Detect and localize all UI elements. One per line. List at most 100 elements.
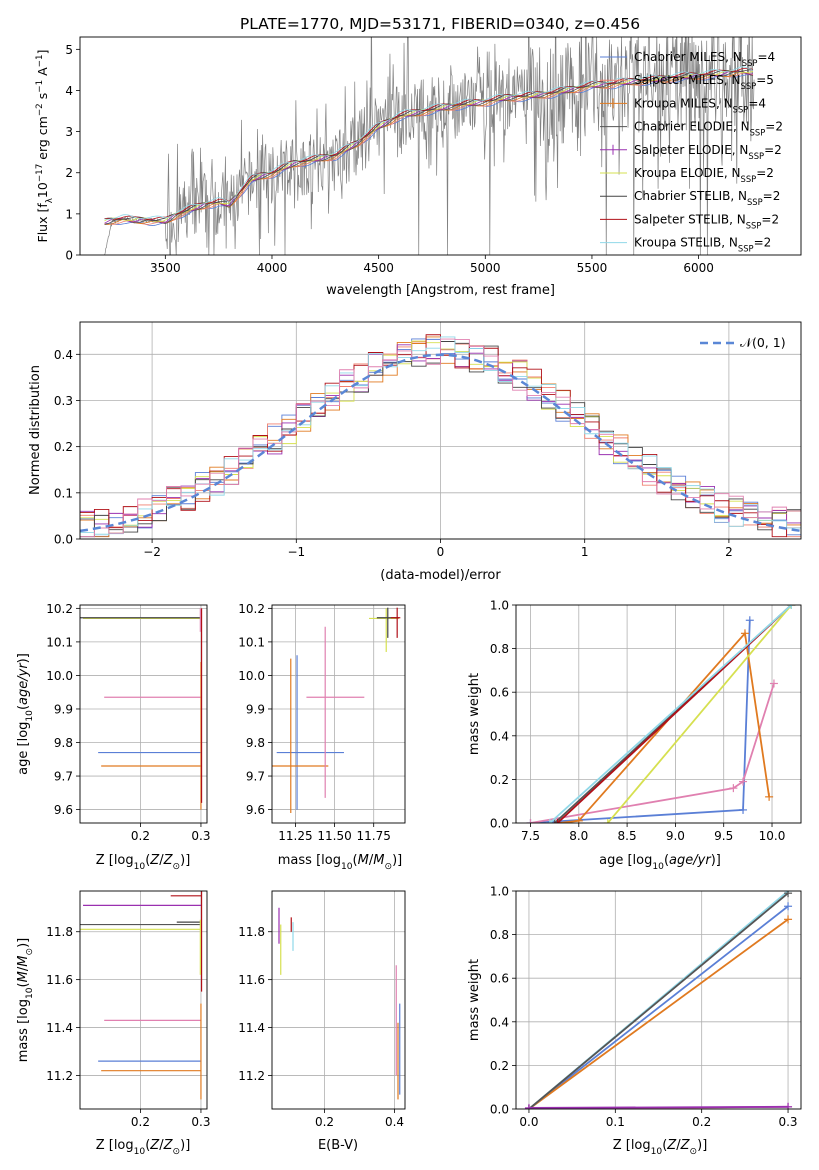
x-axis-label: Z [log10(Z/Z⊙)] bbox=[613, 1138, 708, 1157]
y-axis-label: Flux [fλ10−17 erg cm−2 s−1 A−1] bbox=[35, 50, 55, 243]
x-tick-label: 0.3 bbox=[191, 829, 210, 843]
spectrum-data-line bbox=[104, 37, 755, 255]
model-line-kroupa_stelib bbox=[104, 66, 754, 220]
x-tick-label: 5000 bbox=[470, 261, 501, 275]
model-line-kroupa_miles bbox=[104, 71, 754, 225]
x-tick-label: 11.75 bbox=[357, 829, 391, 843]
mass-weight-line-chabrier_elodie bbox=[528, 892, 789, 1109]
plot-area-mass_vs_Z bbox=[80, 891, 203, 1100]
x-tick-label: 10.0 bbox=[759, 829, 786, 843]
legend-label-chabrier_stelib: Chabrier STELIB, NSSP=2 bbox=[634, 189, 780, 207]
axes-frame bbox=[515, 604, 802, 824]
y-tick-label: 0.2 bbox=[54, 440, 73, 454]
x-tick-label: 0 bbox=[437, 545, 445, 559]
y-tick-label: 10.2 bbox=[238, 602, 265, 616]
plot-area-residuals bbox=[80, 334, 801, 538]
y-tick-label: 11.6 bbox=[46, 973, 73, 987]
x-tick-label: 0.1 bbox=[606, 1115, 625, 1129]
model-line-chabrier_stelib bbox=[104, 69, 754, 222]
legend-label-kroupa_stelib: Kroupa STELIB, NSSP=2 bbox=[634, 236, 771, 254]
axes-frame bbox=[79, 321, 802, 540]
y-tick-label: 11.8 bbox=[238, 925, 265, 939]
plot-area-age_vs_mass bbox=[272, 607, 401, 813]
y-tick-label: 0.6 bbox=[490, 686, 509, 700]
y-tick-label: 0.0 bbox=[54, 533, 73, 547]
x-axis-label: E(B-V) bbox=[318, 1138, 358, 1153]
y-tick-label: 11.4 bbox=[238, 1021, 265, 1035]
legend-label-kroupa_miles: Kroupa MILES, NSSP=4 bbox=[634, 96, 766, 114]
mass-weight-line-kroupa_stelib bbox=[549, 605, 792, 823]
axes-frame bbox=[271, 890, 406, 1110]
y-tick-label: 5 bbox=[65, 43, 73, 57]
mass-weight-line-salpeter_elodie bbox=[528, 1105, 789, 1109]
axes-frame bbox=[79, 36, 802, 256]
y-tick-label: 11.8 bbox=[46, 925, 73, 939]
plot-area-mass_vs_EBV bbox=[278, 907, 401, 1100]
y-tick-label: 0.3 bbox=[54, 394, 73, 408]
x-tick-label: 0.4 bbox=[385, 1115, 404, 1129]
panel-age_vs_mass: 11.25 11.50 11.75 9.6 9.7 9.8 9.9 10.0 10.1 10.2 m… bbox=[238, 602, 406, 872]
x-tick-label: 1 bbox=[581, 545, 589, 559]
y-tick-label: 0.6 bbox=[490, 972, 509, 986]
x-axis-label: Z [log10(Z/Z⊙)] bbox=[96, 853, 191, 872]
legend-label-salpeter_miles: Salpeter MILES, NSSP=5 bbox=[634, 73, 774, 91]
x-tick-label: 11.25 bbox=[278, 829, 312, 843]
legend-label-salpeter_stelib: Salpeter STELIB, NSSP=2 bbox=[634, 212, 779, 230]
y-tick-label: 0.0 bbox=[490, 817, 509, 831]
y-tick-label: 11.6 bbox=[238, 973, 265, 987]
plot-area-massweight_vs_Z bbox=[524, 891, 793, 1109]
x-tick-label: 2 bbox=[725, 545, 733, 559]
x-tick-label: 9.0 bbox=[666, 829, 685, 843]
y-tick-label: 0.2 bbox=[490, 773, 509, 787]
x-tick-label: 0.2 bbox=[692, 1115, 711, 1129]
y-tick-label: 10.2 bbox=[46, 602, 73, 616]
y-tick-label: 11.2 bbox=[238, 1069, 265, 1083]
y-tick-label: 10.1 bbox=[46, 635, 73, 649]
x-tick-label: 4500 bbox=[363, 261, 394, 275]
panel-residuals: −2 −1 0 1 2 0.0 0.1 0.2 0.3 0.4 (data-model)/error… bbox=[28, 321, 802, 583]
y-axis-label: Normed distribution bbox=[28, 365, 43, 495]
legend-label-chabrier_elodie: Chabrier ELODIE, NSSP=2 bbox=[634, 120, 783, 138]
panel-mass_vs_EBV: 0.2 0.4 11.2 11.4 11.6 11.8 E(B-V) bbox=[238, 890, 406, 1153]
y-tick-label: 9.9 bbox=[246, 702, 265, 716]
y-tick-label: 10.0 bbox=[46, 669, 73, 683]
plot-area-massweight_vs_age bbox=[526, 605, 796, 823]
y-tick-label: 9.9 bbox=[54, 702, 73, 716]
x-axis-label: (data-model)/error bbox=[380, 568, 501, 583]
y-tick-label: 10.1 bbox=[238, 635, 265, 649]
mass-weight-line-kroupa_elodie bbox=[607, 605, 793, 823]
y-axis-label: mass weight bbox=[467, 959, 482, 1041]
panel-mass_vs_Z: 0.2 0.3 11.2 11.4 11.6 11.8 Z [log10(Z/Z⊙)] mas… bbox=[16, 890, 210, 1157]
x-tick-label: 0.2 bbox=[131, 829, 150, 843]
model-line-salpeter_miles bbox=[104, 72, 754, 225]
panel-spectrum: 3500 4000 4500 5000 5500 6000 0 1 2 3 4 5 wavelength… bbox=[35, 36, 802, 298]
y-tick-label: 9.8 bbox=[246, 736, 265, 750]
y-axis-label: age [log10(age/yr)] bbox=[16, 653, 35, 775]
x-tick-label: 3500 bbox=[150, 261, 181, 275]
x-axis-label: mass [log10(M/M⊙)] bbox=[278, 853, 402, 872]
x-tick-label: 4000 bbox=[257, 261, 288, 275]
x-tick-label: 11.50 bbox=[317, 829, 351, 843]
y-tick-label: 3 bbox=[65, 125, 73, 139]
y-tick-label: 0.0 bbox=[490, 1103, 509, 1117]
legend-label-kroupa_elodie: Kroupa ELODIE, NSSP=2 bbox=[634, 166, 774, 184]
axes-frame bbox=[79, 604, 208, 824]
x-tick-label: −1 bbox=[287, 545, 305, 559]
y-tick-label: 11.4 bbox=[46, 1021, 73, 1035]
x-tick-label: 0.3 bbox=[191, 1115, 210, 1129]
x-tick-label: 7.5 bbox=[521, 829, 540, 843]
x-tick-label: 8.0 bbox=[569, 829, 588, 843]
x-axis-label: age [log10(age/yr)] bbox=[599, 853, 721, 872]
model-line-chabrier_miles bbox=[104, 74, 754, 226]
x-tick-label: 0.2 bbox=[315, 1115, 334, 1129]
x-tick-label: 8.5 bbox=[618, 829, 637, 843]
x-axis-label: Z [log10(Z/Z⊙)] bbox=[96, 1138, 191, 1157]
y-tick-label: 9.6 bbox=[246, 803, 265, 817]
figure-title: PLATE=1770, MJD=53171, FIBERID=0340, z=0… bbox=[240, 15, 640, 33]
panel-age_vs_Z: 0.2 0.3 9.6 9.7 9.8 9.9 10.0 10.1 10.2 Z [log10(Z… bbox=[16, 602, 210, 872]
axes-frame bbox=[79, 890, 208, 1110]
y-tick-label: 2 bbox=[65, 166, 73, 180]
panel-massweight_vs_age: 7.5 8.0 8.5 9.0 9.5 10.0 0.0 0.2 0.4 0.6 0.8 1.0 age… bbox=[467, 599, 802, 872]
x-tick-label: 6000 bbox=[683, 261, 714, 275]
y-tick-label: 1.0 bbox=[490, 885, 509, 899]
